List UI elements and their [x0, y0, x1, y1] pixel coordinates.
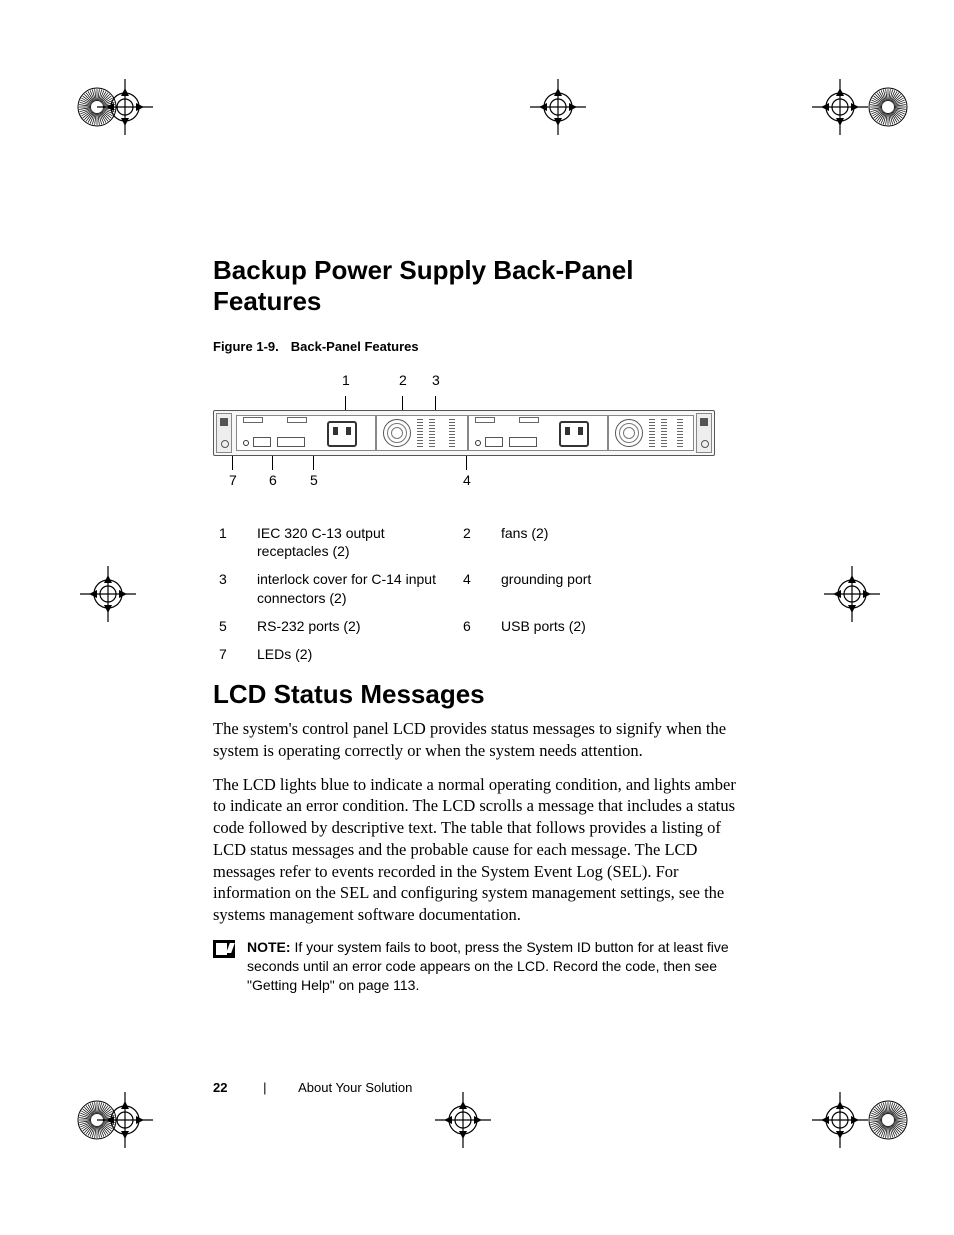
callout-number: 1 — [342, 372, 350, 388]
callout-number: 2 — [399, 372, 407, 388]
page-number: 22 — [213, 1080, 227, 1095]
note-label: NOTE: — [247, 939, 291, 955]
registration-mark-icon — [810, 77, 870, 137]
footer-section-name: About Your Solution — [298, 1080, 412, 1095]
heading-lcd-status: LCD Status Messages — [213, 679, 743, 710]
legend-number: 2 — [463, 524, 485, 560]
psu-module-left — [236, 415, 376, 451]
registration-mark-icon — [528, 77, 588, 137]
c13-receptacle-icon — [327, 421, 357, 447]
rs232-port-icon — [277, 437, 305, 447]
led-icon — [243, 440, 249, 446]
note-block: NOTE: If your system fails to boot, pres… — [213, 938, 743, 995]
legend-text: RS-232 ports (2) — [257, 617, 447, 635]
legend-text: fans (2) — [501, 524, 691, 560]
legend-text: IEC 320 C-13 output receptacles (2) — [257, 524, 447, 560]
back-panel-diagram: 1 2 3 — [213, 372, 743, 494]
usb-port-icon — [485, 437, 503, 447]
starburst-icon — [77, 1100, 117, 1140]
usb-port-icon — [253, 437, 271, 447]
psu-module-right — [468, 415, 608, 451]
legend-text — [501, 645, 691, 663]
legend-number: 3 — [219, 570, 241, 606]
callout-number: 6 — [269, 472, 277, 488]
body-paragraph-1: The system's control panel LCD provides … — [213, 718, 743, 762]
callout-number: 5 — [310, 472, 318, 488]
legend-number: 6 — [463, 617, 485, 635]
legend-number: 1 — [219, 524, 241, 560]
legend-text: grounding port — [501, 570, 691, 606]
registration-mark-icon — [810, 1090, 870, 1150]
callout-number: 3 — [432, 372, 440, 388]
legend-text: interlock cover for C-14 input connector… — [257, 570, 447, 606]
interlock-cover-icon — [417, 419, 423, 447]
callout-number: 7 — [229, 472, 237, 488]
registration-mark-icon — [433, 1090, 493, 1150]
legend-number: 7 — [219, 645, 241, 663]
starburst-icon — [77, 87, 117, 127]
heading-backup-power: Backup Power Supply Back-Panel Features — [213, 255, 743, 317]
note-icon — [213, 940, 235, 958]
callout-number: 4 — [463, 472, 471, 488]
leader-lines-bottom — [213, 456, 743, 470]
page-footer: 22 | About Your Solution — [213, 1080, 412, 1095]
starburst-icon — [868, 87, 908, 127]
footer-separator: | — [263, 1080, 266, 1095]
rack-ear-left — [216, 413, 232, 453]
fan-icon — [383, 419, 411, 447]
figure-number: Figure 1-9. — [213, 339, 279, 354]
callouts-top: 1 2 3 — [213, 372, 743, 394]
note-text: NOTE: If your system fails to boot, pres… — [247, 938, 743, 995]
rack-ear-right — [696, 413, 712, 453]
figure-title: Back-Panel Features — [291, 339, 419, 354]
legend-number: 5 — [219, 617, 241, 635]
legend-text: USB ports (2) — [501, 617, 691, 635]
page-content: Backup Power Supply Back-Panel Features … — [213, 255, 743, 995]
note-body: If your system fails to boot, press the … — [247, 939, 729, 993]
c13-receptacle-icon — [559, 421, 589, 447]
registration-mark-icon — [78, 564, 138, 624]
starburst-icon — [868, 1100, 908, 1140]
fan-module-right — [608, 415, 694, 451]
fan-module-left — [376, 415, 468, 451]
fan-icon — [615, 419, 643, 447]
device-rear-view — [213, 410, 715, 456]
legend-text: LEDs (2) — [257, 645, 447, 663]
leader-lines-top — [213, 396, 743, 410]
rs232-port-icon — [509, 437, 537, 447]
callouts-bottom: 7 6 5 4 — [213, 472, 743, 494]
registration-mark-icon — [822, 564, 882, 624]
body-paragraph-2: The LCD lights blue to indicate a normal… — [213, 774, 743, 926]
legend-number: 4 — [463, 570, 485, 606]
figure-caption: Figure 1-9. Back-Panel Features — [213, 339, 743, 354]
figure-legend: 1 IEC 320 C-13 output receptacles (2) 2 fan… — [219, 524, 743, 663]
led-icon — [475, 440, 481, 446]
legend-number — [463, 645, 485, 663]
